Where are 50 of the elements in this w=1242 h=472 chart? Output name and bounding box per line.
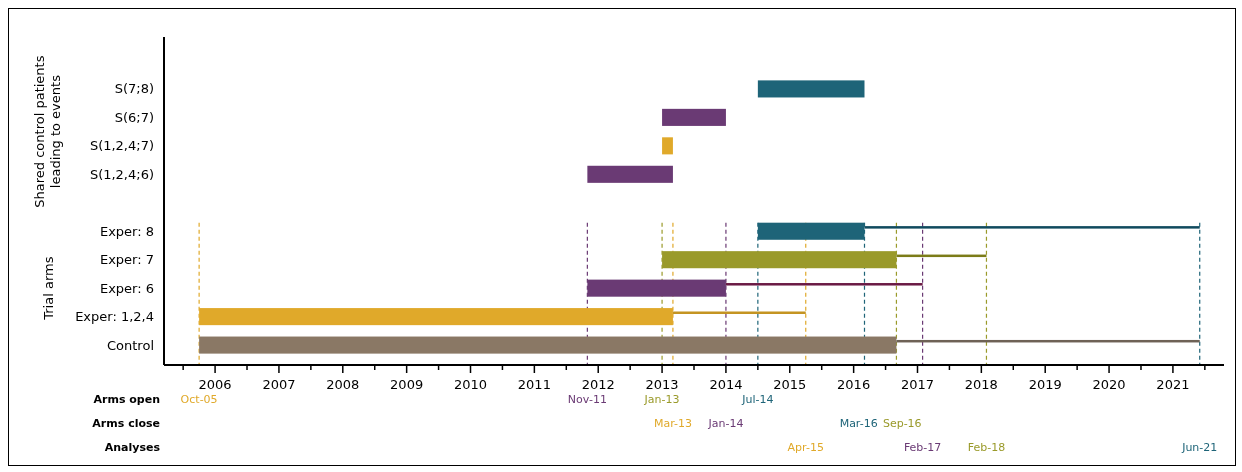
ref-line-label: Jul-14 <box>741 393 774 406</box>
x-tick-label: 2009 <box>390 377 424 392</box>
x-tick-label: 2015 <box>773 377 807 392</box>
ref-line-label: Oct-05 <box>180 393 218 406</box>
x-tick-label: 2010 <box>453 377 488 392</box>
x-tick-label: 2020 <box>1092 377 1126 392</box>
x-tick-label: 2021 <box>1156 377 1190 392</box>
text: Arms open <box>93 393 160 406</box>
ref-line-label: Jan-13 <box>643 393 680 406</box>
text: Analyses <box>104 441 161 454</box>
x-tick-label: 2007 <box>262 377 296 392</box>
bar <box>864 226 1200 229</box>
bar <box>662 108 726 126</box>
x-tick-label: 2006 <box>198 377 232 392</box>
text: Arms close <box>92 417 160 430</box>
x-tick-label: 2013 <box>645 377 679 392</box>
bar <box>587 165 673 183</box>
ref-line-label: Apr-15 <box>787 441 824 454</box>
bar <box>662 137 673 155</box>
ref-line-label: Feb-17 <box>903 441 942 454</box>
y-tick-label: Exper: 6 <box>99 280 154 296</box>
ref-line-label: Mar-13 <box>653 417 692 430</box>
x-tick-label: 2012 <box>581 377 615 392</box>
text: Trial arms <box>41 256 56 321</box>
x-tick-label: 2018 <box>964 377 998 392</box>
x-tick-label: 2016 <box>837 377 871 392</box>
ref-line-label: Feb-18 <box>967 441 1006 454</box>
x-tick-label: 2008 <box>326 377 360 392</box>
y-tick-label: Exper: 8 <box>99 223 154 239</box>
bar <box>672 311 806 314</box>
bar <box>199 336 897 354</box>
y-tick-label: Control <box>107 337 154 353</box>
y-tick-label: S(1,2,4;7) <box>89 138 154 154</box>
text: Shared control patients leading to events <box>32 55 63 208</box>
ref-line-label: Jun-21 <box>1181 441 1218 454</box>
bar <box>757 80 865 98</box>
bar <box>725 283 923 286</box>
y-tick-label: S(1,2,4;6) <box>89 166 154 182</box>
x-tick-label: 2017 <box>900 377 935 392</box>
ref-line-label: Nov-11 <box>567 393 607 406</box>
ref-line-label: Mar-16 <box>839 417 878 430</box>
y-tick-label: Exper: 1,2,4 <box>75 309 154 325</box>
ref-line-label: Sep-16 <box>882 417 922 430</box>
x-tick-label: 2014 <box>709 377 743 392</box>
y-tick-label: Exper: 7 <box>99 252 154 268</box>
y-tick-label: S(7;8) <box>114 81 154 97</box>
x-tick-label: 2011 <box>517 377 551 392</box>
x-tick-label: 2019 <box>1028 377 1062 392</box>
y-tick-label: S(6;7) <box>114 109 154 125</box>
ref-line-label: Jan-14 <box>707 417 744 430</box>
